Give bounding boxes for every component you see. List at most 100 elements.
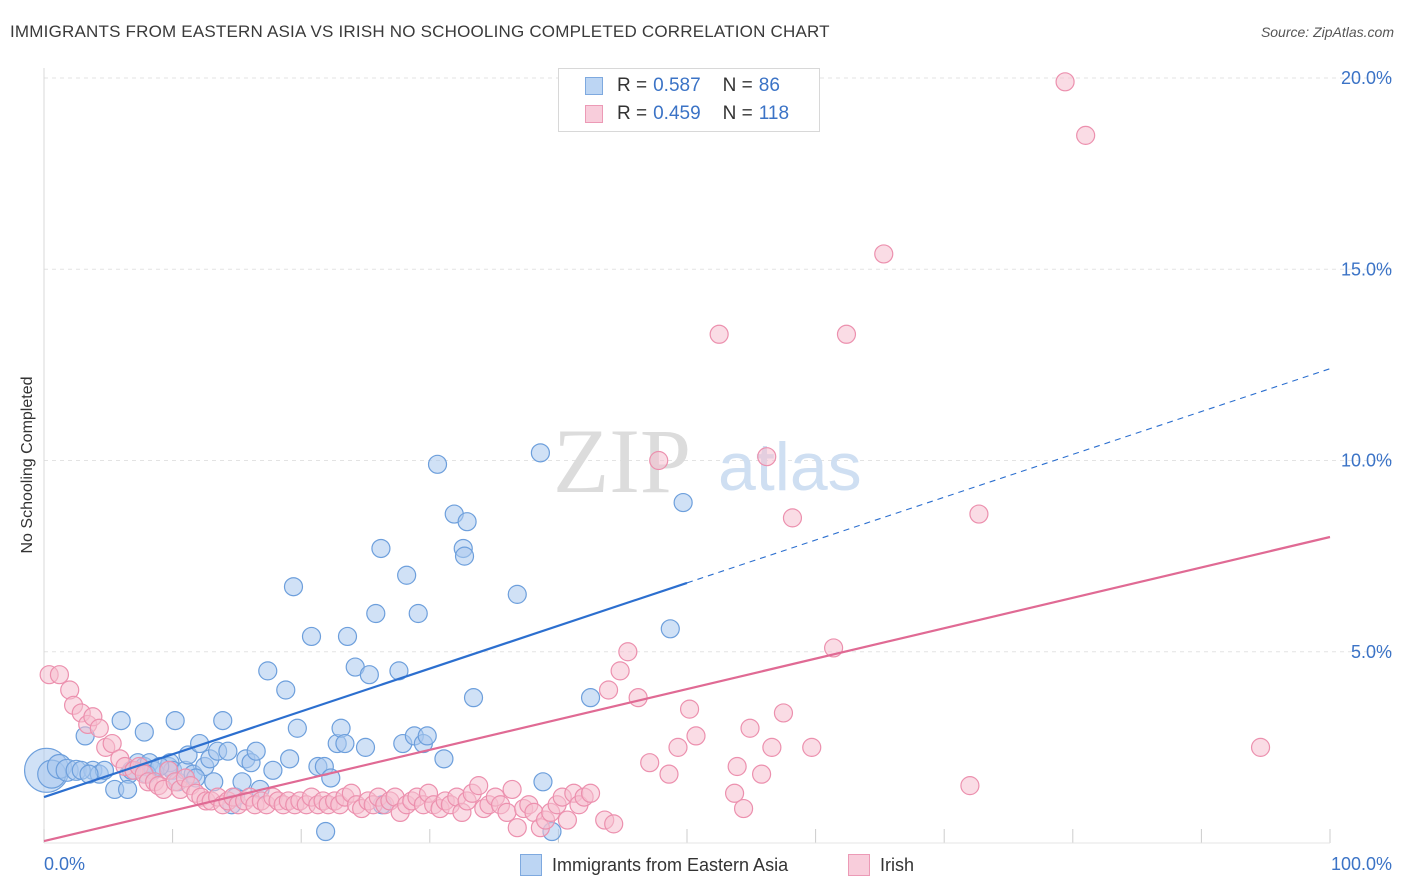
- y-tick-label: 15.0%: [1341, 259, 1392, 279]
- x-tick-label: 100.0%: [1331, 854, 1392, 874]
- eastern-asia-point: [134, 722, 154, 742]
- irish-point: [102, 733, 122, 754]
- trendlines: [43, 368, 1331, 843]
- eastern-asia-point: [507, 584, 527, 604]
- irish-point: [751, 764, 772, 784]
- irish-point: [469, 776, 489, 796]
- eastern-asia-point: [463, 688, 484, 708]
- irish-point: [649, 450, 669, 471]
- irish-point: [782, 508, 803, 528]
- irish-point: [507, 818, 527, 838]
- y-tick-label: 20.0%: [1341, 68, 1392, 88]
- eastern-asia-point: [359, 665, 379, 685]
- eastern-asia-point: [117, 779, 138, 800]
- irish-point: [1055, 72, 1075, 92]
- irish-point: [836, 324, 857, 344]
- eastern-asia-point: [276, 680, 296, 700]
- irish-point: [659, 764, 679, 784]
- eastern-asia-point: [366, 603, 386, 624]
- eastern-asia-point: [427, 454, 448, 474]
- correlation-legend: R = 0.587 N = 86 R = 0.459 N = 118: [558, 68, 820, 132]
- irish-point: [724, 783, 745, 803]
- watermark-zip: ZIP: [553, 410, 691, 512]
- irish-point: [610, 661, 630, 681]
- eastern-asia-point: [316, 821, 336, 842]
- legend-n-label: N =: [722, 103, 753, 124]
- legend-swatch-pink: [585, 105, 603, 123]
- eastern-asia-point: [673, 492, 693, 513]
- irish-point: [640, 753, 660, 773]
- y-axis-label: No Schooling Completed: [19, 376, 36, 554]
- irish-trendline: [43, 535, 1331, 843]
- irish-point: [628, 688, 648, 708]
- eastern-asia-point: [280, 749, 300, 769]
- irish-point: [733, 798, 754, 819]
- eastern-asia-point: [417, 726, 437, 746]
- irish-point: [49, 665, 70, 685]
- irish-point: [740, 718, 760, 738]
- eastern-asia-point: [355, 737, 376, 757]
- irish-point: [668, 737, 688, 757]
- irish-point: [580, 783, 601, 803]
- irish-point: [757, 447, 777, 467]
- legend-n-value: 118: [758, 103, 790, 124]
- eastern-asia-point: [301, 626, 322, 647]
- y-tick-labels: 5.0% 10.0% 15.0% 20.0%: [1341, 68, 1392, 662]
- eastern-asia-point: [457, 512, 477, 532]
- eastern-asia-point: [408, 603, 428, 624]
- eastern-asia-point: [190, 733, 210, 754]
- irish-point: [89, 718, 109, 738]
- irish-point: [598, 680, 619, 700]
- irish-point: [497, 802, 517, 823]
- irish-point: [762, 737, 782, 757]
- eastern-asia-point: [213, 710, 233, 731]
- y-tick-label: 10.0%: [1341, 451, 1392, 471]
- irish-point: [709, 324, 729, 344]
- eastern-asia-point: [371, 538, 391, 559]
- irish-point: [727, 756, 747, 777]
- eastern-asia-point: [232, 772, 252, 792]
- irish-point: [1250, 737, 1271, 757]
- legend-r-value: 0.587: [653, 75, 701, 96]
- eastern-asia-point: [397, 565, 417, 585]
- eastern-asia-point: [258, 661, 278, 681]
- chart-title: IMMIGRANTS FROM EASTERN ASIA VS IRISH NO…: [10, 22, 830, 41]
- irish-point: [773, 703, 794, 723]
- legend-r-label: R =: [617, 75, 648, 96]
- eastern-asia-trendline-extension: [686, 368, 1331, 584]
- gridlines: [43, 68, 1392, 843]
- eastern-asia-point: [335, 733, 355, 754]
- eastern-asia-point: [660, 619, 680, 639]
- legend-swatch-blue: [585, 77, 603, 95]
- eastern-asia-trendline: [43, 581, 688, 799]
- y-tick-label: 5.0%: [1351, 642, 1392, 662]
- eastern-asia-point: [580, 688, 601, 708]
- bottom-legend-label: Irish: [880, 854, 915, 875]
- bottom-legend-label: Immigrants from Eastern Asia: [552, 854, 789, 875]
- eastern-asia-point: [530, 443, 550, 463]
- irish-point: [802, 737, 822, 757]
- bottom-legend-irish: Irish: [848, 853, 914, 877]
- eastern-asia-point: [263, 760, 283, 780]
- bottom-legend-swatch-blue: [520, 854, 542, 876]
- eastern-asia-point: [337, 626, 358, 647]
- eastern-asia-point: [434, 749, 454, 769]
- eastern-asia-point: [287, 718, 307, 738]
- x-tick-labels: 0.0% 100.0%: [44, 854, 1392, 874]
- legend-n-label: N =: [722, 75, 753, 96]
- eastern-asia-point: [246, 741, 266, 761]
- irish-point: [679, 699, 700, 719]
- irish-point: [960, 776, 980, 796]
- legend-r-label: R =: [617, 103, 648, 124]
- irish-point: [969, 504, 989, 524]
- chart-source: Source: ZipAtlas.com: [1260, 24, 1394, 40]
- irish-point: [557, 810, 578, 830]
- eastern-asia-point: [218, 741, 238, 761]
- eastern-asia-point: [165, 710, 185, 731]
- eastern-asia-point: [454, 546, 475, 566]
- watermark-atlas: atlas: [718, 429, 862, 505]
- irish-point: [874, 244, 894, 264]
- legend-r-value: 0.459: [653, 103, 701, 124]
- series-points: [23, 72, 1271, 842]
- legend-n-value: 86: [758, 75, 780, 96]
